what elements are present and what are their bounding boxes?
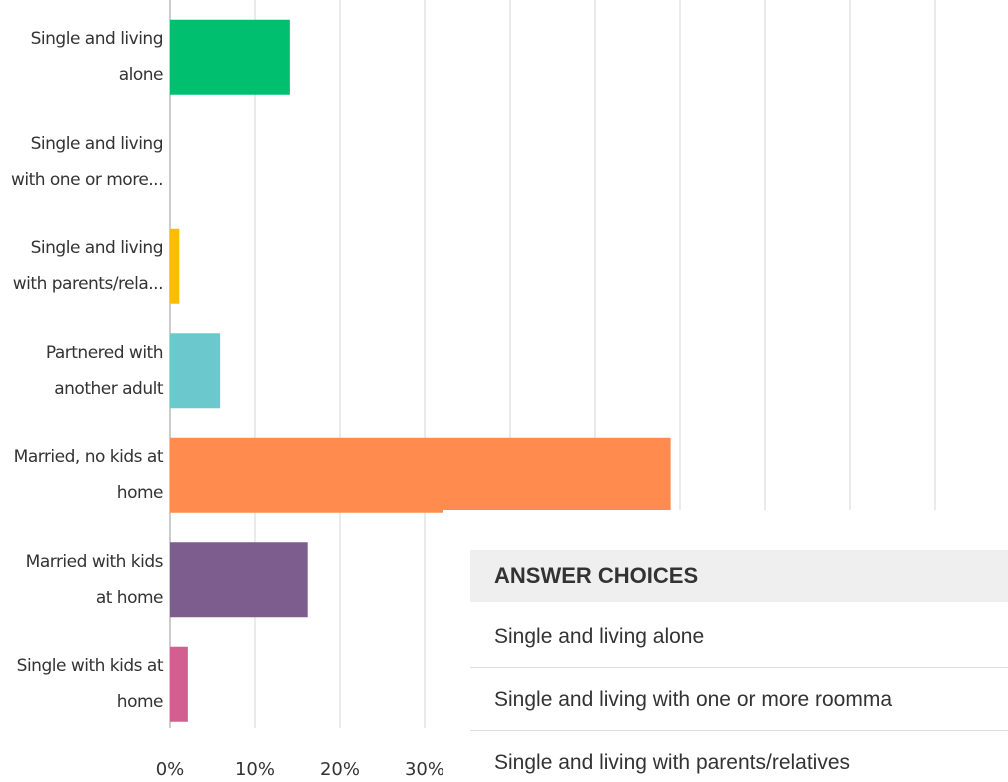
category-label: Single and living alone: [30, 29, 164, 86]
bar: [170, 333, 221, 409]
x-tick-label: 30%: [405, 759, 445, 780]
category-label: Married, no kids at home: [13, 447, 164, 504]
bar: [170, 228, 180, 304]
bar: [170, 646, 188, 722]
bar: [170, 19, 290, 95]
table-row: Single and living with one or more roomm…: [470, 668, 1008, 731]
category-label: Married with kids at home: [25, 551, 164, 608]
category-label: Single and living with parents/rela...: [12, 238, 164, 295]
category-label: Single with kids at home: [16, 656, 164, 713]
table-row: Single and living alone: [470, 605, 1008, 668]
bar: [170, 437, 671, 513]
table-header: ANSWER CHOICES: [470, 550, 1008, 602]
category-label: Single and living with one or more...: [10, 133, 164, 190]
bar: [170, 542, 308, 618]
x-tick-label: 10%: [235, 759, 275, 780]
category-label: Partnered with another adult: [45, 342, 164, 399]
x-tick-label: 20%: [320, 759, 360, 780]
table-row: Single and living with parents/relatives: [470, 731, 1008, 782]
x-tick-label: 0%: [156, 759, 185, 780]
answer-table: ANSWER CHOICES Single and living alone Si…: [443, 510, 1008, 782]
